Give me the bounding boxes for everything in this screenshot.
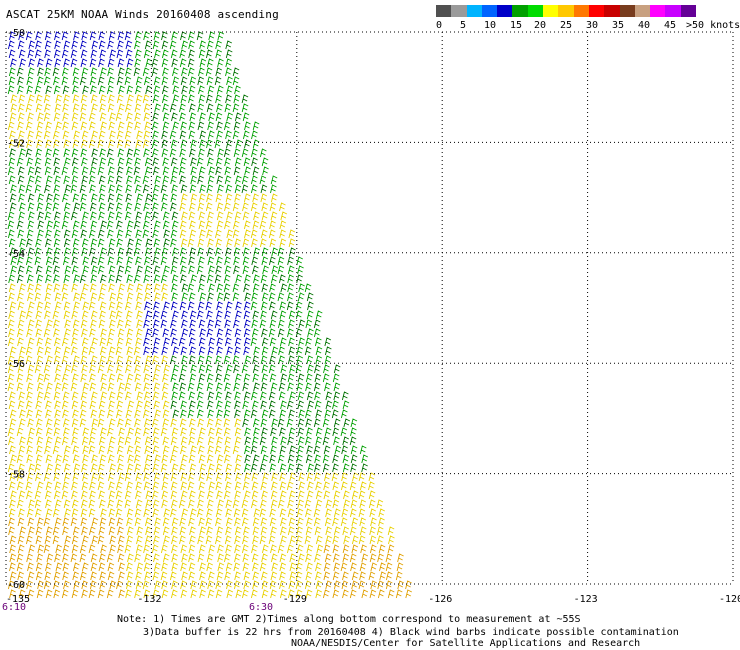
wind-barbs [7,31,413,599]
colorbar-swatch [604,5,620,17]
colorbar-label: 0 [436,20,443,31]
colorbar-label: >50 knots [686,20,740,31]
colorbar-label: 5 [460,20,467,31]
axis-labels: -50 -52 -54 -56 -58 -60 -135 -132 -129 -126 -123 -1… [2,28,740,613]
colorbar-swatch [650,5,666,17]
wind-barb-group [7,31,251,356]
lat-label: -56 [7,359,25,370]
wind-speed-colorbar [436,5,697,17]
lon-label: -129 [283,594,307,605]
lat-lon-grid [5,31,734,585]
colorbar-label: 20 [534,20,547,31]
wind-barb-group [7,517,413,599]
note-line-1: Note: 1) Times are GMT 2)Times along bot… [117,614,581,625]
lon-label: -135 [6,594,30,605]
time-label: 6:10 [2,602,26,613]
wind-barb-group [9,31,368,473]
wind-barb-group [7,94,395,599]
colorbar-swatch [466,5,482,17]
note-line-2: 3)Data buffer is 22 hrs from 20160408 4)… [143,627,679,638]
colorbar-swatch [527,5,544,17]
colorbar-label: 15 [510,20,523,31]
colorbar-swatch [588,5,605,17]
colorbar-label: 25 [560,20,573,31]
lat-label: -60 [7,580,25,591]
lon-label: -132 [137,594,161,605]
colorbar-label: 10 [484,20,497,31]
lat-label: -50 [7,28,25,39]
colorbar-swatch [665,5,681,17]
colorbar-label: 35 [612,20,625,31]
map-title: ASCAT 25KM NOAA Winds 20160408 ascending [6,8,279,21]
colorbar-swatch [680,5,697,17]
lon-label: -126 [428,594,452,605]
lon-label: -123 [574,594,598,605]
colorbar-swatch [558,5,574,17]
colorbar-swatch [451,5,467,17]
colorbar-label: 30 [586,20,599,31]
colorbar-swatch [619,5,635,17]
note-line-3: NOAA/NESDIS/Center for Satellite Applica… [291,638,641,649]
colorbar-swatch [543,5,559,17]
time-label: 6:30 [249,602,273,613]
lat-label: -52 [7,138,25,149]
colorbar-swatch [512,5,528,17]
lat-label: -58 [7,470,25,481]
colorbar-swatch [497,5,513,17]
colorbar-swatch [634,5,651,17]
wind-barb-group [7,31,369,473]
colorbar-label: 45 [664,20,677,31]
colorbar-labels: 0 5 10 15 20 25 30 35 40 45 >50 knots [430,20,740,34]
colorbar-label: 40 [638,20,651,31]
colorbar-swatch [481,5,498,17]
colorbar-swatch [436,5,452,17]
lon-label: -120 [719,594,740,605]
colorbar-swatch [573,5,589,17]
lat-label: -54 [7,249,25,260]
